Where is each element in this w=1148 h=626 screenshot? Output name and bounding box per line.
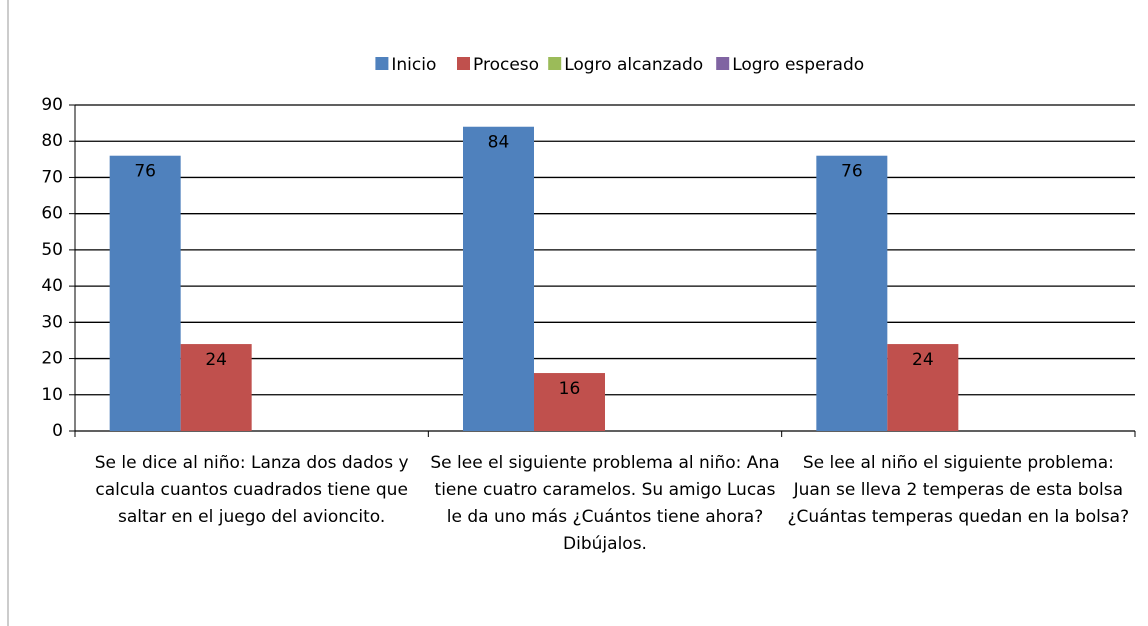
- y-tick-label: 90: [41, 95, 63, 115]
- y-tick-label: 40: [41, 276, 63, 296]
- y-tick-label: 60: [41, 204, 63, 224]
- data-label: 84: [488, 133, 510, 153]
- data-label: 76: [841, 162, 863, 182]
- legend-label: Proceso: [473, 55, 539, 75]
- bar: [109, 155, 181, 431]
- x-tick-label: Se lee al niño el siguiente problema: Ju…: [787, 453, 1130, 527]
- data-label: 16: [559, 379, 581, 399]
- bar: [534, 373, 605, 431]
- y-tick-label: 70: [41, 167, 63, 187]
- bar: [180, 344, 252, 431]
- y-tick-label: 10: [41, 385, 63, 405]
- legend-swatch: [548, 57, 562, 70]
- y-tick-label: 80: [41, 131, 63, 151]
- legend-label: Logro esperado: [732, 55, 864, 75]
- bar: [463, 126, 534, 431]
- y-tick-label: 30: [41, 312, 63, 332]
- y-tick-label: 0: [52, 421, 63, 441]
- y-tick-label: 20: [41, 349, 63, 369]
- bar: [887, 344, 959, 431]
- x-tick-label: Se le dice al niño: Lanza dos dados y ca…: [94, 453, 409, 527]
- data-label: 76: [134, 162, 156, 182]
- data-label: 24: [912, 350, 934, 370]
- y-tick-label: 50: [41, 240, 63, 260]
- bar: [816, 155, 888, 431]
- x-tick-label: Se lee el siguiente problema al niño: An…: [430, 453, 780, 554]
- legend-swatch: [716, 57, 730, 70]
- legend-swatch: [457, 57, 470, 70]
- data-label: 24: [205, 350, 227, 370]
- legend-swatch: [375, 57, 389, 70]
- legend-label: Inicio: [391, 55, 436, 75]
- legend-label: Logro alcanzado: [564, 55, 703, 75]
